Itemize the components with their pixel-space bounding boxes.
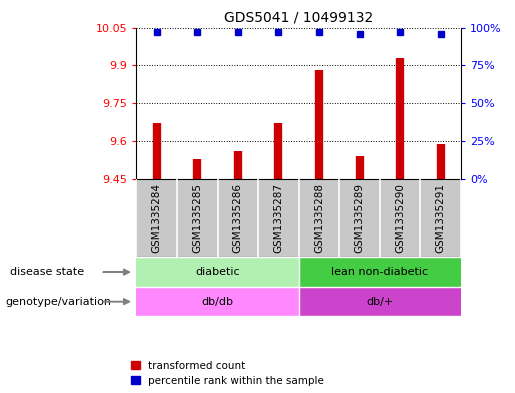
Text: disease state: disease state — [10, 267, 84, 277]
Text: GSM1335288: GSM1335288 — [314, 183, 324, 253]
Text: GSM1335287: GSM1335287 — [273, 183, 283, 253]
Bar — [136, 257, 299, 287]
Bar — [299, 257, 461, 287]
Text: GSM1335291: GSM1335291 — [436, 183, 445, 253]
Text: GSM1335290: GSM1335290 — [395, 183, 405, 253]
Text: GSM1335289: GSM1335289 — [354, 183, 365, 253]
Text: db/+: db/+ — [366, 297, 393, 307]
Text: GSM1335286: GSM1335286 — [233, 183, 243, 253]
Title: GDS5041 / 10499132: GDS5041 / 10499132 — [224, 11, 373, 25]
Bar — [299, 287, 461, 316]
Text: genotype/variation: genotype/variation — [5, 297, 111, 307]
Text: lean non-diabetic: lean non-diabetic — [331, 267, 428, 277]
Text: diabetic: diabetic — [195, 267, 240, 277]
Bar — [136, 287, 299, 316]
Text: GSM1335285: GSM1335285 — [192, 183, 202, 253]
Text: GSM1335284: GSM1335284 — [152, 183, 162, 253]
Legend: transformed count, percentile rank within the sample: transformed count, percentile rank withi… — [131, 361, 324, 386]
Text: db/db: db/db — [201, 297, 234, 307]
